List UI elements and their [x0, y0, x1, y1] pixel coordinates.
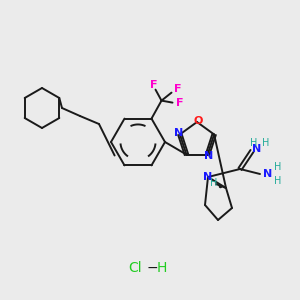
Text: F: F	[174, 84, 181, 94]
Text: H: H	[250, 138, 258, 148]
Text: Cl: Cl	[128, 261, 142, 275]
Text: N: N	[203, 172, 213, 182]
Text: F: F	[150, 80, 157, 90]
Text: H: H	[274, 176, 282, 186]
Text: N: N	[252, 144, 262, 154]
Text: H: H	[210, 178, 218, 188]
Text: H: H	[157, 261, 167, 275]
Text: N: N	[263, 169, 273, 179]
Text: O: O	[193, 116, 203, 126]
Text: F: F	[176, 98, 183, 108]
Text: −: −	[146, 261, 158, 275]
Text: H: H	[274, 162, 282, 172]
Text: N: N	[174, 128, 184, 138]
Text: N: N	[204, 151, 213, 160]
Text: H: H	[262, 138, 270, 148]
